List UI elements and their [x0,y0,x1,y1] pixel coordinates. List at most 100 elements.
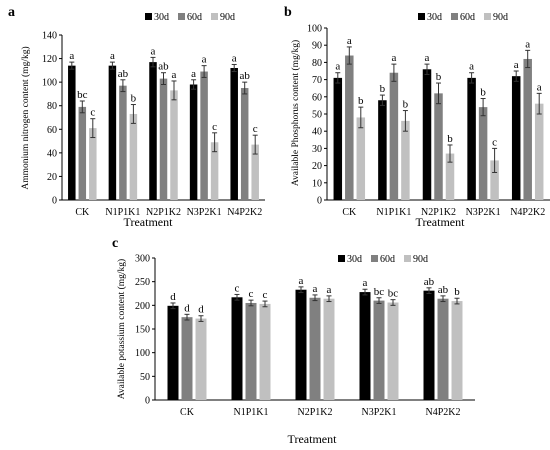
x-axis-title: Treatment [124,215,174,229]
legend-label: 30d [347,254,362,265]
significance-letter: c [253,123,258,135]
y-tick-label: 0 [145,396,150,407]
bar-60d-CK [78,106,87,200]
error-bar [234,293,240,301]
error-bar [191,79,197,90]
category-label: N1P1K1 [105,207,140,218]
category-label: N3P2K1 [466,207,501,218]
legend-swatch-30d [145,13,152,20]
significance-letter: a [232,52,237,64]
legend: 30d 60d 90d [145,12,235,23]
legend: 30d 60d 90d [418,12,508,23]
legend-label: 90d [493,12,508,23]
significance-letter: a [525,38,530,50]
bar-30d-N2P1K2 [149,62,157,200]
error-bar [536,92,542,115]
error-bar [346,46,352,65]
bar-90d-CK [356,117,366,200]
y-tick-label: 120 [42,54,57,65]
bar-90d-N4P2K2 [534,103,544,200]
y-tick-label: 0 [52,196,57,207]
significance-letter: bc [77,89,88,101]
significance-letter: a [191,68,196,80]
error-bar [424,63,430,75]
error-bar [326,295,332,303]
bar-60d-N2P1K2 [434,93,443,200]
panel-letter: a [8,5,15,20]
error-bar [79,100,85,114]
significance-letter: a [69,50,74,62]
significance-letter: b [447,133,453,145]
panel-b: b0102030405060708090100CKaabN1P1K1babN2P… [284,5,550,229]
error-bar [69,61,75,70]
y-tick-label: 0 [317,196,322,207]
bar-30d-CK [68,65,76,201]
error-bar [262,300,268,308]
significance-letter: b [403,99,409,111]
bar-90d-N4P2K2 [251,144,259,200]
category-label: N2P1K2 [297,407,332,418]
legend-label: 60d [380,254,395,265]
error-bar [252,134,258,155]
significance-letter: ab [438,284,449,296]
y-tick-label: 250 [135,277,150,288]
legend-swatch-60d [451,13,458,20]
category-label: N2P1K2 [146,207,181,218]
y-tick-label: 60 [312,92,322,103]
significance-letter: bc [374,286,385,298]
category-label: N1P1K1 [376,207,411,218]
error-bar [402,110,408,132]
legend-label: 60d [460,12,475,23]
category-label: CK [342,207,357,218]
significance-letter: b [358,95,364,107]
y-tick-label: 50 [140,372,150,383]
significance-letter: a [335,61,340,73]
error-bar [120,79,126,93]
bar-30d-N3P2K1 [189,84,198,200]
error-bar [480,98,486,117]
bar-30d-CK [333,77,343,200]
legend-swatch-90d [404,255,411,262]
error-bar [454,297,460,305]
significance-letter: ab [240,70,251,82]
error-bar [161,72,166,85]
bar-30d-N3P2K1 [467,77,476,200]
category-label: N2P1K2 [421,207,456,218]
y-tick-label: 150 [135,325,150,336]
legend-swatch-90d [484,13,491,20]
legend-swatch-30d [338,255,345,262]
bar-60d-N3P2K1 [373,300,385,400]
error-bar [198,315,204,322]
error-bar [150,56,156,68]
panel-a: a020406080100120140CKabccN1P1K1aabbN2P1K… [8,5,265,229]
category-label: N1P1K1 [233,407,268,418]
legend-label: 90d [413,254,428,265]
bar-90d-N1P1K1 [129,113,138,200]
error-bar [312,294,318,302]
y-tick-label: 80 [312,58,322,69]
significance-letter: c [90,107,95,119]
significance-letter: a [469,61,474,73]
significance-letter: ab [118,68,129,80]
significance-letter: a [363,277,368,289]
error-bar [492,147,498,173]
significance-letter: b [454,286,460,298]
category-label: N3P2K1 [361,407,396,418]
significance-letter: c [235,282,240,294]
bar-60d-N1P1K1 [119,85,127,200]
error-bar [170,302,176,310]
error-bar [358,106,364,129]
y-tick-label: 70 [312,75,322,86]
significance-letter: d [170,291,176,303]
bar-30d-N4P2K2 [230,68,238,200]
x-axis-title: Treatment [416,215,466,229]
significance-letter: b [131,93,137,105]
error-bar [90,118,96,139]
error-bar [242,81,248,95]
bar-60d-CK [181,317,193,400]
significance-letter: a [151,45,156,57]
y-axis-title: Ammonium nitrogen content (mg/kg) [20,46,31,189]
y-tick-label: 40 [47,148,57,159]
category-label: CK [180,407,195,418]
